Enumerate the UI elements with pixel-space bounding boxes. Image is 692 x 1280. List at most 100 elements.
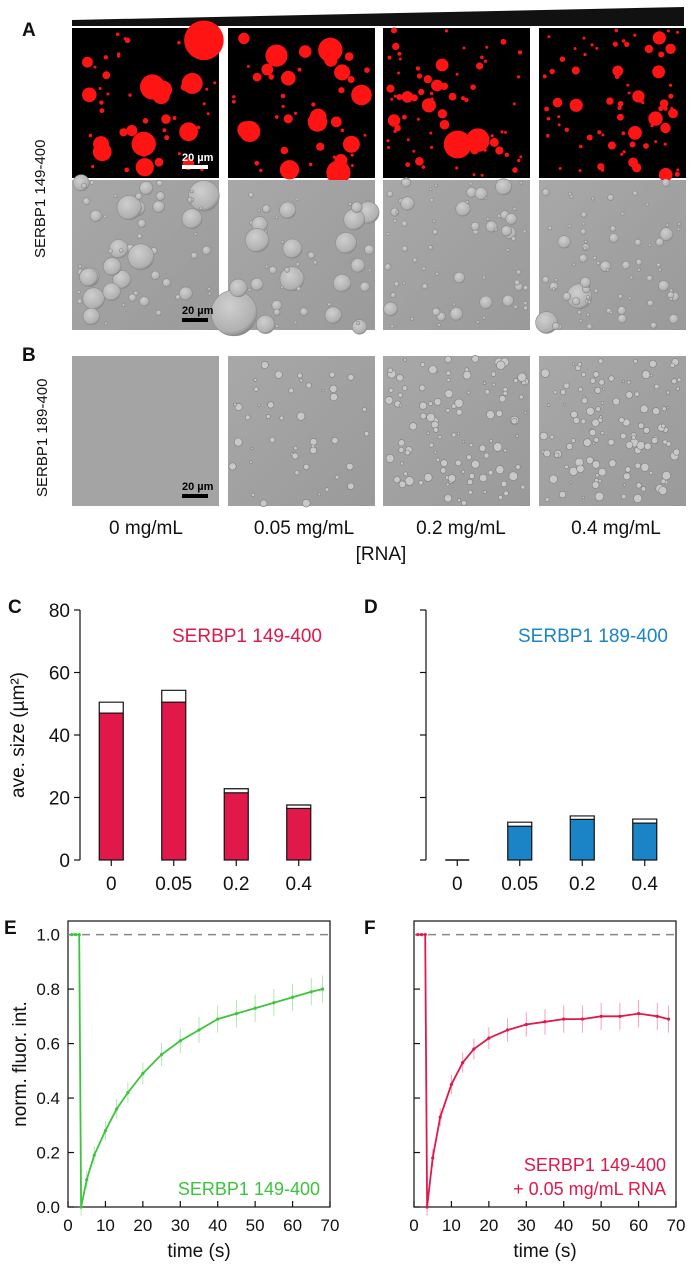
- chart-e-point-19: [320, 987, 325, 991]
- line-chart-e: 0.0 0.2 0.4 0.6 0.8 1.0 0 10 20 30 40 50 60 70 time (s…: [10, 920, 340, 1262]
- chart-f-annotation-0: SERBP1 149-400: [524, 1155, 666, 1175]
- chart-e-point-17: [290, 995, 295, 999]
- panel-label-d: D: [364, 597, 378, 618]
- chart-f-point-15: [599, 1014, 603, 1018]
- chart-f-point-13: [562, 1017, 566, 1021]
- chart-c-error-bar-0: [98, 701, 124, 714]
- chart-f-x-tick-label-5: 50: [592, 1216, 611, 1235]
- chart-f-frame: [413, 920, 677, 1208]
- chart-e-point-14: [234, 1012, 239, 1016]
- chart-e-point-3: [79, 1205, 83, 1209]
- chart-e-point-2: [77, 933, 81, 937]
- chart-d-x-tick-label-1: 0.05: [501, 874, 538, 895]
- scale-bar-label-dic-a: 20 µm: [182, 305, 214, 317]
- chart-c-x-tick-label-0: 0: [106, 874, 117, 895]
- chart-e-y-tick-label-2: 0.4: [36, 1089, 60, 1108]
- chart-e-y-tick-label-0: 0.0: [36, 1198, 60, 1217]
- chart-f-point-6: [449, 1082, 454, 1087]
- chart-e-point-8: [126, 1091, 130, 1095]
- chart-e-x-tick-label-4: 40: [208, 1216, 227, 1235]
- chart-c-y-tick-label-3: 60: [49, 664, 70, 685]
- chart-c-bar-3: [286, 807, 312, 861]
- chart-e-y-axis-label: norm. fluor. int.: [10, 1001, 31, 1127]
- chart-e-point-0: [70, 933, 74, 937]
- dic-images-b: [72, 354, 686, 508]
- chart-f-point-4: [431, 1156, 435, 1160]
- chart-e-annotation-0: SERBP1 149-400: [178, 1179, 320, 1199]
- fluorescence-images: [72, 20, 686, 185]
- chart-d-annotation: SERBP1 189-400: [518, 626, 668, 647]
- chart-e-series-line: [71, 933, 323, 1208]
- chart-f-point-9: [487, 1036, 491, 1040]
- chart-f-point-10: [505, 1028, 510, 1032]
- chart-f-x-tick-label-3: 30: [517, 1216, 536, 1235]
- chart-c-error-bar-3: [286, 804, 312, 809]
- chart-f-x-tick-label-7: 70: [667, 1216, 686, 1235]
- chart-c-bar-0: [98, 712, 124, 861]
- chart-f-x-tick-label-1: 10: [442, 1216, 461, 1235]
- chart-d-x-tick-label-2: 0.2: [569, 874, 595, 895]
- dic-images-a: [72, 174, 686, 337]
- dic-image-b-0: [72, 356, 219, 506]
- chart-e-point-9: [141, 1071, 145, 1076]
- chart-e-frame: [67, 920, 331, 1208]
- chart-e-point-11: [178, 1039, 182, 1043]
- chart-f-x-tick-label-4: 40: [554, 1216, 573, 1235]
- chart-c-bar-2: [223, 792, 249, 861]
- chart-f-x-axis-label: time (s): [513, 1241, 576, 1262]
- concentration-label-0: 0 mg/mL: [109, 518, 183, 539]
- chart-e-x-tick-label-2: 20: [133, 1216, 152, 1235]
- chart-d-error-bar-1: [507, 821, 533, 827]
- chart-f-point-16: [618, 1014, 622, 1018]
- chart-e-x-tick-label-5: 50: [246, 1216, 265, 1235]
- scale-bar-label-dic-b: 20 µm: [182, 481, 214, 493]
- chart-e-point-7: [115, 1107, 119, 1111]
- chart-e-point-12: [197, 1028, 201, 1032]
- chart-f-point-12: [543, 1020, 547, 1024]
- panel-label-c: C: [8, 597, 22, 618]
- chart-e-y-tick-label-5: 1.0: [36, 926, 60, 945]
- chart-e-y-tick-label-4: 0.8: [36, 980, 60, 999]
- concentration-label-3: 0.4 mg/mL: [571, 518, 661, 539]
- chart-e-x-tick-label-3: 30: [171, 1216, 190, 1235]
- chart-f-x-tick-label-0: 0: [409, 1216, 418, 1235]
- chart-e-point-4: [85, 1178, 89, 1182]
- chart-f-point-0: [416, 933, 420, 937]
- chart-f-point-8: [472, 1047, 476, 1051]
- chart-c-y-tick-label-4: 80: [49, 601, 70, 622]
- chart-f-point-1: [419, 933, 424, 937]
- chart-f-x-tick-label-6: 60: [629, 1216, 648, 1235]
- scale-bar-dic-a: 20 µm: [182, 305, 213, 322]
- chart-f-point-5: [438, 1115, 442, 1119]
- chart-d-bar-1: [507, 825, 533, 861]
- chart-c-bar-1: [161, 701, 187, 861]
- chart-e-point-1: [73, 933, 78, 937]
- chart-e-x-axis-label: time (s): [167, 1241, 230, 1262]
- chart-c-x-tick-label-2: 0.2: [223, 874, 249, 895]
- concentration-label-2: 0.2 mg/mL: [416, 518, 506, 539]
- chart-f-point-19: [666, 1017, 671, 1021]
- chart-f-point-18: [655, 1014, 659, 1018]
- chart-f-x-tick-label-2: 20: [479, 1216, 498, 1235]
- concentration-wedge: [72, 7, 684, 26]
- chart-e-x-tick-label-7: 70: [321, 1216, 340, 1235]
- chart-e-point-5: [92, 1153, 96, 1157]
- chart-e-point-18: [309, 990, 313, 994]
- chart-d-x-tick-label-0: 0: [452, 874, 463, 895]
- dic-image-a-3: [539, 180, 686, 330]
- chart-f-annotation-1: + 0.05 mg/mL RNA: [513, 1179, 666, 1199]
- chart-e-y-tick-label-3: 0.6: [36, 1035, 60, 1054]
- bar-chart-d: 00.050.20.4[RNA] (mg/mL)SERBP1 189-400: [420, 609, 668, 895]
- chart-e-point-6: [103, 1129, 108, 1133]
- chart-f-point-3: [425, 1205, 429, 1209]
- chart-e-y-tick-label-1: 0.2: [36, 1144, 60, 1163]
- chart-e-x-tick-label-0: 0: [63, 1216, 72, 1235]
- chart-e-point-16: [272, 1001, 276, 1005]
- chart-c-x-tick-label-3: 0.4: [286, 874, 313, 895]
- scale-bar-label-fluor: 20 µm: [182, 152, 214, 164]
- panel-label-b: B: [22, 345, 36, 366]
- chart-e-point-10: [159, 1052, 164, 1057]
- chart-c-error-bar-2: [223, 788, 249, 793]
- chart-d-x-tick-label-3: 0.4: [632, 874, 659, 895]
